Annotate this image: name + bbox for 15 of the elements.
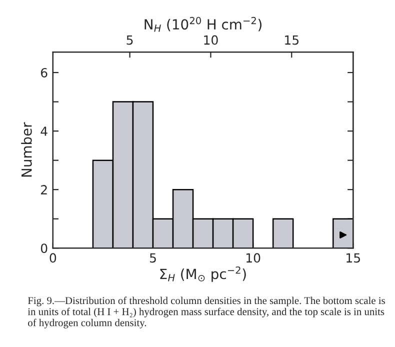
x2-tick-label: 15 xyxy=(285,35,298,45)
y-tick-label: 2 xyxy=(41,185,47,194)
y-axis-title: Number xyxy=(21,122,32,177)
y-tick-label: 4 xyxy=(40,126,48,136)
y-tick-label: 6 xyxy=(40,68,48,78)
caption: Fig. 9.—Distribution of threshold column densities in the sample. The bottom scale is in units of total (H I + H₂) hydrogen mass surface density, and the top scale is in units of hydrogen column density. xyxy=(28,296,385,328)
x-tick-label: 5 xyxy=(150,253,156,263)
x2-axis-title: N$_{H}$ (10$^{20}$ H cm$^{−2}$) xyxy=(144,16,262,32)
x-axis-title: Σ$_{H}$ (M$_{⊙}$ pc$^{−2}$) xyxy=(160,266,246,282)
x-tick-label: 10 xyxy=(246,253,260,263)
y-tick-label: 0 xyxy=(40,244,48,254)
x-tick-label: 0 xyxy=(50,253,56,263)
x2-tick-label: 5 xyxy=(126,35,133,45)
x-tick-label: 15 xyxy=(346,253,360,263)
x2-tick-label: 10 xyxy=(204,35,218,45)
